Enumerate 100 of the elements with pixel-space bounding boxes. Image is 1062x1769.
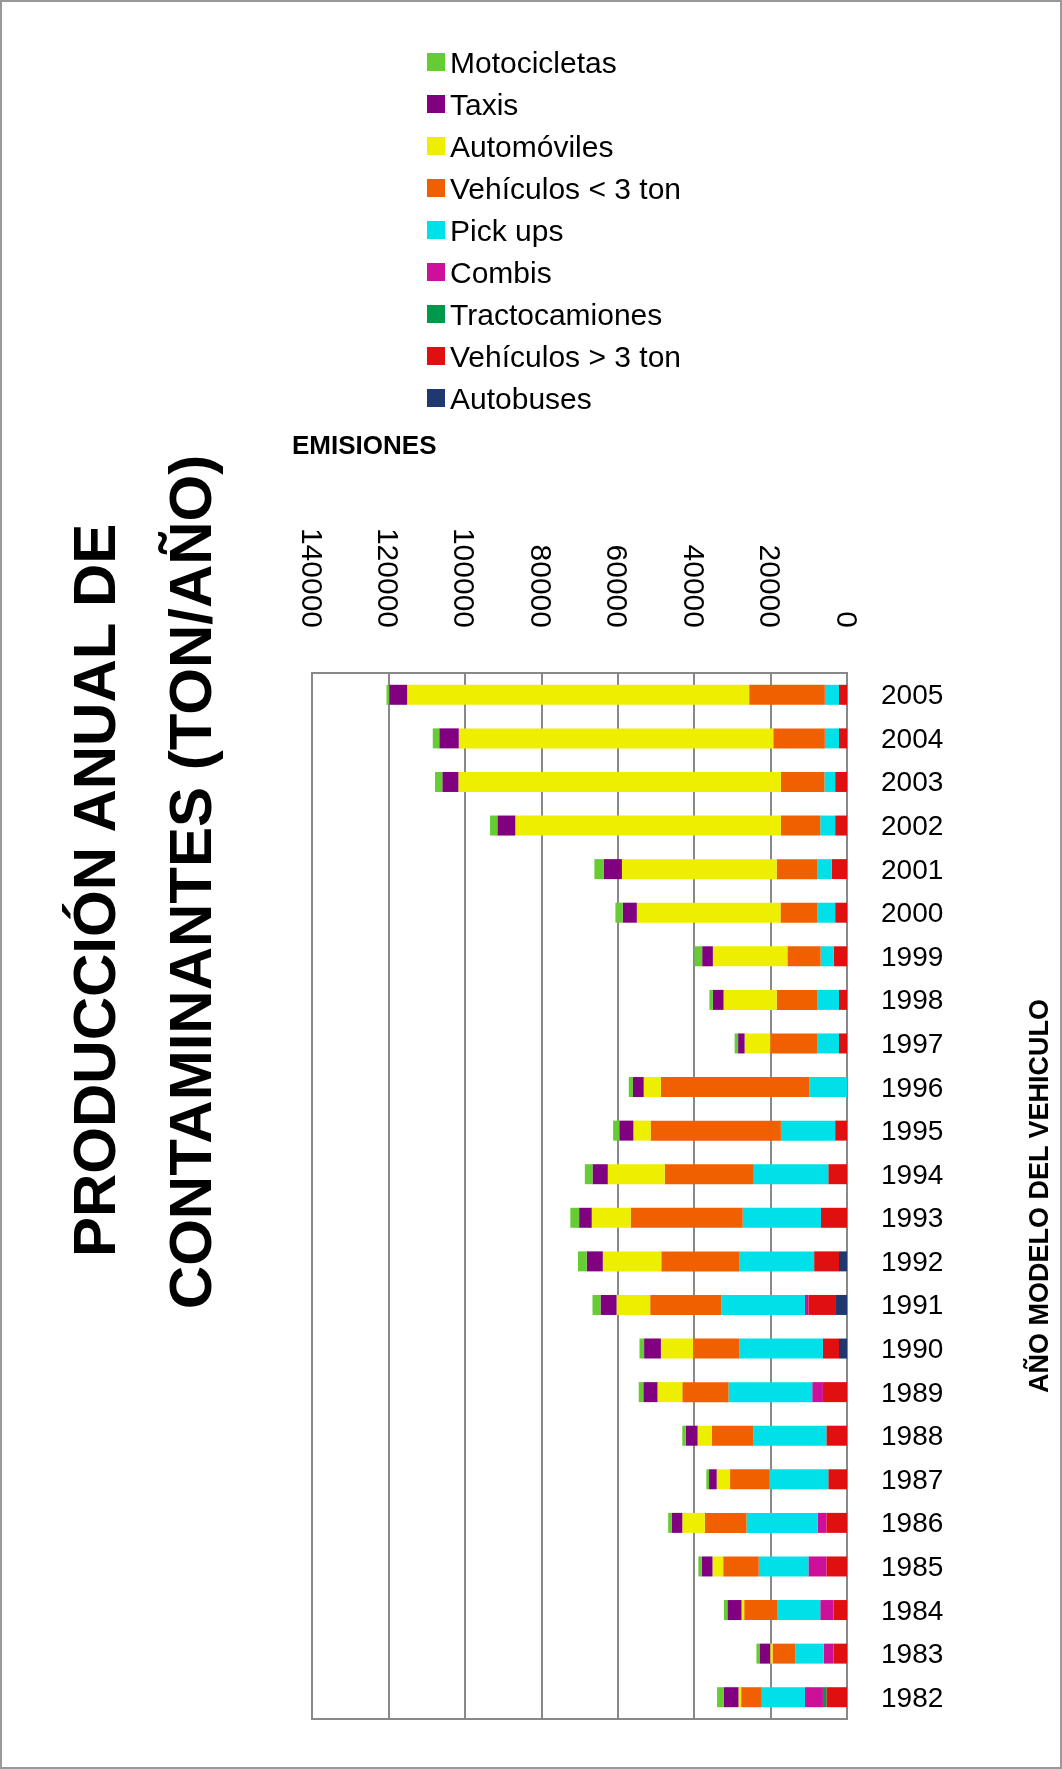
bar bbox=[833, 946, 847, 967]
bar bbox=[650, 1120, 781, 1141]
bar bbox=[682, 1512, 705, 1533]
y-tick-label: 1985 bbox=[881, 1550, 944, 1582]
bar bbox=[717, 1687, 724, 1708]
bar bbox=[817, 989, 839, 1010]
bar bbox=[644, 1338, 661, 1359]
bar bbox=[712, 1556, 724, 1577]
bar bbox=[616, 1294, 651, 1315]
bar bbox=[602, 1251, 662, 1272]
bar bbox=[435, 771, 443, 792]
bar bbox=[795, 1643, 824, 1664]
bar bbox=[661, 1251, 740, 1272]
y-tick-label: 1986 bbox=[881, 1507, 944, 1539]
bar bbox=[615, 902, 623, 923]
bar bbox=[607, 1164, 665, 1185]
bar bbox=[780, 902, 818, 923]
bar bbox=[709, 989, 713, 1010]
bar bbox=[628, 1077, 633, 1098]
legend-label: Vehículos > 3 ton bbox=[450, 339, 682, 373]
bar bbox=[439, 728, 459, 749]
y-tick-label: 1987 bbox=[881, 1463, 944, 1495]
y-tick-label: 1990 bbox=[881, 1333, 944, 1365]
y-axis-title: AÑO MODELO DEL VEHICULO bbox=[1022, 998, 1054, 1394]
bar bbox=[824, 684, 839, 705]
bar bbox=[723, 1556, 759, 1577]
bar bbox=[723, 989, 777, 1010]
bar bbox=[636, 902, 781, 923]
bar bbox=[838, 684, 847, 705]
bar bbox=[693, 1338, 740, 1359]
bar bbox=[592, 1164, 608, 1185]
legend-label: Vehículos < 3 ton bbox=[450, 171, 682, 205]
bar bbox=[727, 1600, 742, 1621]
bar bbox=[389, 684, 408, 705]
bar bbox=[709, 1469, 717, 1490]
x-tick-label: 40000 bbox=[677, 544, 711, 628]
bar bbox=[761, 1687, 805, 1708]
bar bbox=[716, 1469, 731, 1490]
bar bbox=[742, 1207, 822, 1228]
y-tick-label: 1996 bbox=[881, 1071, 944, 1103]
legend-label: Taxis bbox=[450, 87, 519, 121]
y-tick-label: 1982 bbox=[881, 1681, 944, 1713]
bar bbox=[723, 1687, 739, 1708]
bar bbox=[808, 1294, 836, 1315]
bar bbox=[671, 1512, 683, 1533]
bar bbox=[682, 1382, 729, 1403]
bar bbox=[730, 1469, 770, 1490]
bar bbox=[706, 1469, 710, 1490]
legend-label: Motocicletas bbox=[450, 45, 617, 79]
bar bbox=[822, 1338, 839, 1359]
bar bbox=[744, 1600, 778, 1621]
bar bbox=[822, 1382, 847, 1403]
bar bbox=[650, 1294, 722, 1315]
y-tick-label: 1989 bbox=[881, 1376, 944, 1408]
bar bbox=[603, 859, 622, 880]
bar bbox=[515, 815, 781, 836]
bar bbox=[780, 1120, 836, 1141]
y-tick-label: 2005 bbox=[881, 679, 944, 711]
bar bbox=[633, 1077, 644, 1098]
bar bbox=[711, 1425, 754, 1446]
bar bbox=[804, 1687, 823, 1708]
bar bbox=[643, 1077, 661, 1098]
bar bbox=[780, 771, 825, 792]
bar bbox=[712, 946, 788, 967]
bar bbox=[621, 859, 777, 880]
bar bbox=[738, 1687, 742, 1708]
bar bbox=[741, 1687, 762, 1708]
bar bbox=[838, 1033, 847, 1054]
bar bbox=[591, 1207, 631, 1228]
bar bbox=[497, 815, 516, 836]
bar bbox=[820, 1600, 834, 1621]
bar bbox=[600, 1294, 617, 1315]
bar bbox=[809, 1077, 847, 1098]
bar bbox=[458, 728, 774, 749]
bar bbox=[702, 946, 713, 967]
legend-label: Pick ups bbox=[450, 213, 564, 247]
bar bbox=[592, 1294, 601, 1315]
bar bbox=[835, 771, 847, 792]
y-tick-label: 1983 bbox=[881, 1638, 944, 1670]
bar bbox=[660, 1338, 693, 1359]
bar bbox=[407, 684, 750, 705]
y-tick-label: 2002 bbox=[881, 810, 944, 842]
y-tick-label: 1993 bbox=[881, 1202, 944, 1234]
x-tick-label: 0 bbox=[830, 611, 864, 628]
bar bbox=[577, 1251, 587, 1272]
x-tick-label: 140000 bbox=[295, 527, 329, 628]
y-tick-label: 2004 bbox=[881, 722, 944, 754]
bar bbox=[630, 1207, 743, 1228]
bar bbox=[817, 859, 832, 880]
bar bbox=[586, 1251, 603, 1272]
bar bbox=[753, 1164, 829, 1185]
bar bbox=[698, 1556, 702, 1577]
bar bbox=[570, 1207, 580, 1228]
bar bbox=[769, 1469, 829, 1490]
bar bbox=[820, 946, 834, 967]
bar bbox=[835, 1120, 847, 1141]
bar bbox=[744, 1033, 771, 1054]
bar bbox=[824, 771, 836, 792]
bar bbox=[668, 1512, 672, 1533]
x-axis-title: EMISIONES bbox=[292, 430, 437, 460]
